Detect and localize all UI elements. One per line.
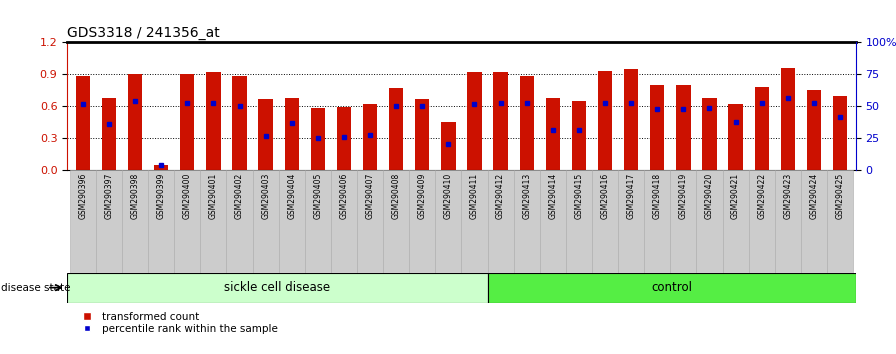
Text: GSM290418: GSM290418 — [653, 173, 662, 219]
Bar — [598, 71, 612, 170]
Text: GSM290401: GSM290401 — [209, 173, 218, 219]
Legend: transformed count, percentile rank within the sample: transformed count, percentile rank withi… — [73, 308, 281, 338]
Bar — [415, 99, 429, 170]
Bar — [70, 170, 96, 273]
Bar — [513, 170, 539, 273]
Text: GSM290415: GSM290415 — [574, 173, 583, 219]
Bar — [96, 170, 122, 273]
Text: GSM290404: GSM290404 — [288, 173, 297, 219]
Bar — [833, 96, 848, 170]
Text: control: control — [651, 281, 693, 294]
Text: GDS3318 / 241356_at: GDS3318 / 241356_at — [67, 26, 220, 40]
Bar — [468, 72, 482, 170]
Text: GSM290423: GSM290423 — [783, 173, 792, 219]
Bar — [546, 98, 560, 170]
Text: GSM290406: GSM290406 — [340, 173, 349, 219]
Bar — [357, 170, 383, 273]
Bar — [227, 170, 253, 273]
Text: GSM290419: GSM290419 — [679, 173, 688, 219]
Text: GSM290400: GSM290400 — [183, 173, 192, 219]
Bar — [122, 170, 148, 273]
Text: GSM290422: GSM290422 — [757, 173, 766, 219]
Bar — [539, 170, 566, 273]
Text: GSM290420: GSM290420 — [705, 173, 714, 219]
Text: GSM290397: GSM290397 — [105, 173, 114, 219]
Bar — [383, 170, 409, 273]
Bar — [749, 170, 775, 273]
Bar — [592, 170, 618, 273]
Bar — [128, 74, 142, 170]
Bar — [702, 98, 717, 170]
Text: GSM290412: GSM290412 — [496, 173, 505, 219]
Bar — [494, 72, 508, 170]
Text: GSM290396: GSM290396 — [78, 173, 88, 219]
Bar — [696, 170, 722, 273]
Text: GSM290408: GSM290408 — [392, 173, 401, 219]
Bar — [670, 170, 696, 273]
Bar — [775, 170, 801, 273]
Bar — [722, 170, 749, 273]
Text: GSM290399: GSM290399 — [157, 173, 166, 219]
Bar — [409, 170, 435, 273]
Text: GSM290410: GSM290410 — [444, 173, 452, 219]
Bar — [258, 99, 272, 170]
Bar — [148, 170, 174, 273]
Bar — [75, 76, 90, 170]
Bar — [285, 98, 299, 170]
Text: GSM290411: GSM290411 — [470, 173, 479, 219]
Text: GSM290403: GSM290403 — [261, 173, 270, 219]
Text: GSM290424: GSM290424 — [809, 173, 818, 219]
Bar — [520, 76, 534, 170]
Text: GSM290416: GSM290416 — [600, 173, 609, 219]
Bar — [728, 104, 743, 170]
Bar — [67, 273, 487, 303]
Text: GSM290398: GSM290398 — [131, 173, 140, 219]
Bar — [331, 170, 357, 273]
Bar — [754, 87, 769, 170]
Text: GSM290402: GSM290402 — [235, 173, 244, 219]
Bar — [461, 170, 487, 273]
Bar — [154, 165, 168, 170]
Text: GSM290409: GSM290409 — [418, 173, 426, 219]
Bar — [232, 76, 246, 170]
Text: GSM290425: GSM290425 — [835, 173, 845, 219]
Bar — [650, 85, 665, 170]
Bar — [279, 170, 305, 273]
Bar — [253, 170, 279, 273]
Text: GSM290407: GSM290407 — [366, 173, 375, 219]
Text: GSM290413: GSM290413 — [522, 173, 531, 219]
Bar — [305, 170, 331, 273]
Bar — [801, 170, 827, 273]
Bar — [618, 170, 644, 273]
Bar — [201, 170, 227, 273]
Bar — [206, 72, 220, 170]
Bar — [389, 88, 403, 170]
Bar — [174, 170, 201, 273]
Bar — [676, 85, 691, 170]
Bar — [102, 98, 116, 170]
Bar — [624, 69, 638, 170]
Text: GSM290405: GSM290405 — [314, 173, 323, 219]
Bar — [806, 90, 821, 170]
Bar — [363, 104, 377, 170]
Text: GSM290414: GSM290414 — [548, 173, 557, 219]
Text: disease state: disease state — [1, 282, 71, 293]
Bar — [337, 107, 351, 170]
Bar — [566, 170, 592, 273]
Bar — [180, 74, 194, 170]
Bar — [487, 170, 513, 273]
Bar — [827, 170, 853, 273]
Bar — [441, 122, 455, 170]
Bar — [572, 101, 586, 170]
Text: GSM290421: GSM290421 — [731, 173, 740, 219]
Bar — [780, 68, 795, 170]
Text: sickle cell disease: sickle cell disease — [224, 281, 331, 294]
Bar — [311, 108, 325, 170]
Bar — [435, 170, 461, 273]
Bar — [644, 170, 670, 273]
Text: GSM290417: GSM290417 — [626, 173, 635, 219]
Bar — [487, 273, 856, 303]
